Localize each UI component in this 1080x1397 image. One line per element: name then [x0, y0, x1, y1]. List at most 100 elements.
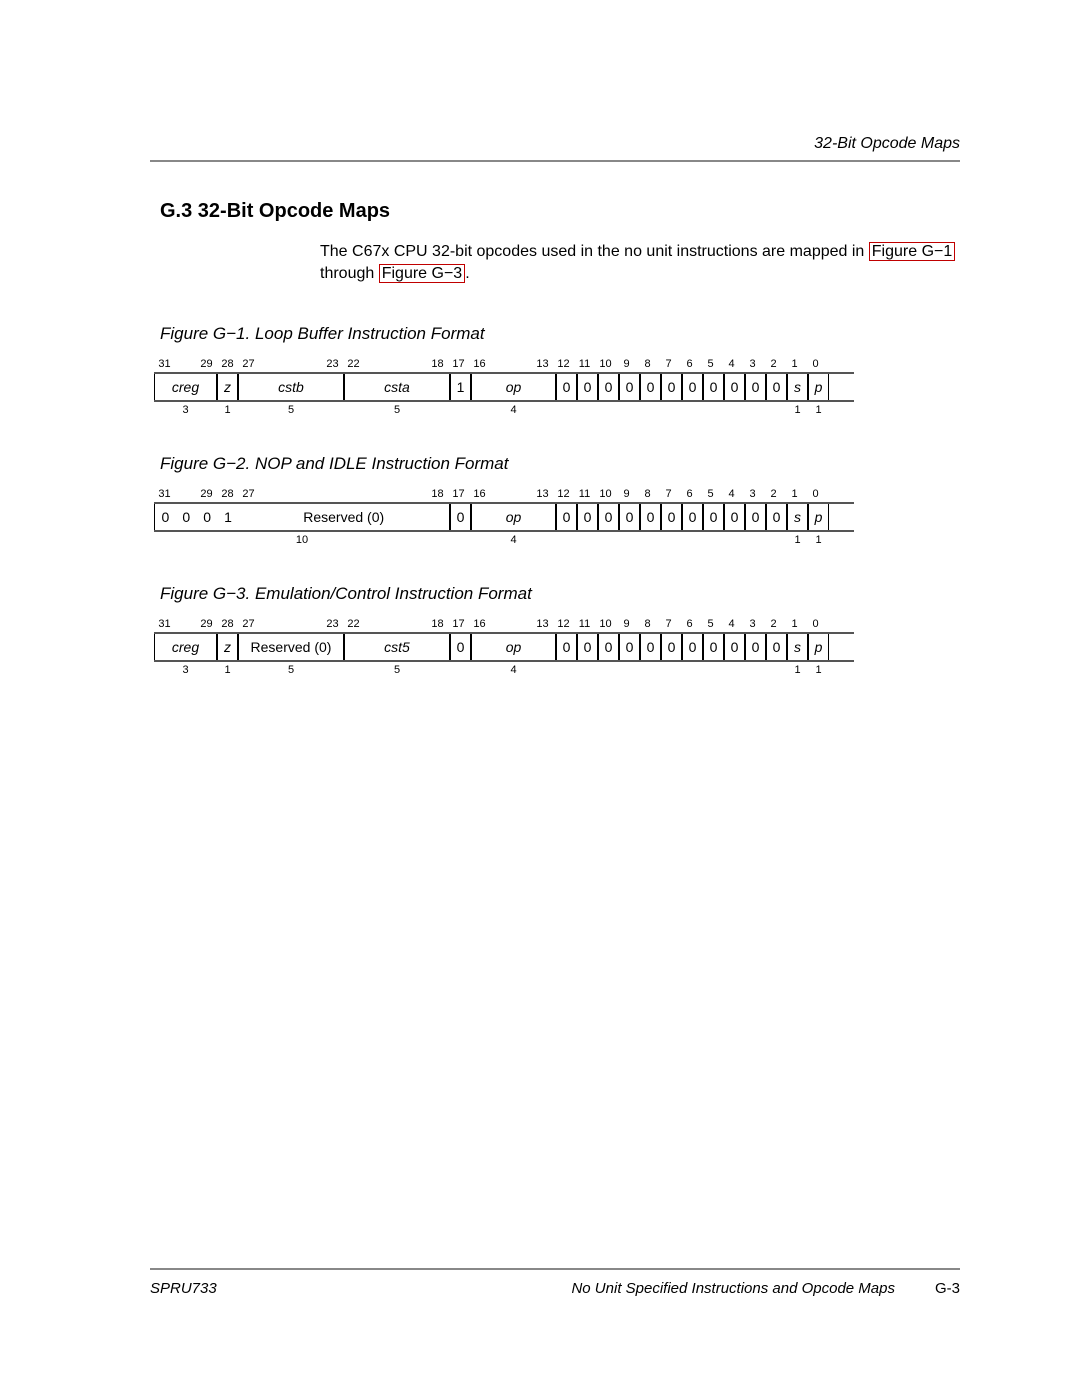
bit-field-row: cregzReserved (0)cst50op00000000000sp: [154, 632, 854, 662]
bit-index: 18: [427, 358, 448, 370]
bit-index: 1: [784, 488, 805, 500]
bit-width-label: [556, 404, 787, 416]
bit-index: [280, 618, 301, 630]
bit-index: [490, 358, 511, 370]
bit-field-cell: creg: [154, 374, 217, 400]
bit-index: [259, 358, 280, 370]
bit-field-cell: 0: [682, 504, 703, 530]
figure-link-2[interactable]: Figure G−3: [379, 264, 465, 283]
bit-index: [364, 488, 385, 500]
bit-index: 3: [742, 488, 763, 500]
intro-prefix: The C67x CPU 32-bit opcodes used in the …: [320, 243, 869, 260]
bit-index: 0: [805, 358, 826, 370]
bit-index: 6: [679, 358, 700, 370]
bit-index: 23: [322, 358, 343, 370]
bit-index: [490, 618, 511, 630]
bit-width-label: 1: [808, 534, 829, 546]
bit-field-cell: 0: [598, 374, 619, 400]
bit-index: 7: [658, 358, 679, 370]
bit-field-row: 0001Reserved (0)0op00000000000sp: [154, 502, 854, 532]
bit-index: 29: [196, 618, 217, 630]
bit-index-row: 312928272322181716131211109876543210: [154, 358, 854, 370]
bit-index: 16: [469, 618, 490, 630]
bit-field-cell: cst5: [344, 634, 450, 660]
bit-index: 17: [448, 488, 469, 500]
bit-index: [511, 618, 532, 630]
bit-index: 0: [805, 618, 826, 630]
bit-field-cell: 0: [703, 634, 724, 660]
bit-field-cell: 0: [724, 374, 745, 400]
bit-field-cell: 0: [577, 374, 598, 400]
bit-index: [364, 618, 385, 630]
bit-index: 8: [637, 618, 658, 630]
bit-index: [406, 358, 427, 370]
header-rule: [150, 160, 960, 162]
bit-index: [490, 488, 511, 500]
bit-index: 18: [427, 488, 448, 500]
bit-index: [175, 618, 196, 630]
bit-field-cell: 0: [556, 374, 577, 400]
bit-index: 7: [658, 488, 679, 500]
bit-index: 12: [553, 488, 574, 500]
bit-field-cell: s: [787, 504, 808, 530]
bit-field-cell: 0: [682, 374, 703, 400]
bit-index: 16: [469, 488, 490, 500]
bitmap-table: 312928272322181716131211109876543210creg…: [154, 618, 854, 676]
bit-index: [343, 488, 364, 500]
bit-index: 9: [616, 358, 637, 370]
bit-width-row: 3155411: [154, 664, 854, 676]
bit-index: 23: [322, 618, 343, 630]
bit-index: 2: [763, 358, 784, 370]
bit-width-label: 3: [154, 404, 217, 416]
bit-index: 11: [574, 618, 595, 630]
bit-index: [385, 358, 406, 370]
bit-width-label: 5: [344, 664, 450, 676]
bit-field-cell: op: [471, 634, 556, 660]
bit-field-subcell: Reserved (0): [238, 509, 449, 525]
bit-field-cell: cstb: [238, 374, 344, 400]
bit-width-label: [450, 404, 471, 416]
bit-field-cell: 0001Reserved (0): [154, 504, 450, 530]
figure-title: Figure G−3. Emulation/Control Instructio…: [160, 584, 960, 604]
bit-index: 29: [196, 488, 217, 500]
bit-width-label: [556, 534, 787, 546]
footer-page-number: G-3: [935, 1280, 960, 1297]
bit-width-label: 1: [808, 664, 829, 676]
bit-field-cell: 0: [745, 504, 766, 530]
figure-title: Figure G−1. Loop Buffer Instruction Form…: [160, 324, 960, 344]
bit-field-cell: 0: [640, 374, 661, 400]
bit-field-cell: 0: [640, 634, 661, 660]
bit-index: 16: [469, 358, 490, 370]
bit-index: 4: [721, 358, 742, 370]
bit-width-label: [450, 664, 471, 676]
bit-index: 4: [721, 488, 742, 500]
bit-index: 8: [637, 488, 658, 500]
bit-index: 3: [742, 358, 763, 370]
bit-width-label: 10: [154, 534, 450, 546]
bit-index: [511, 488, 532, 500]
bit-field-cell: 0: [619, 374, 640, 400]
bit-field-cell: 0: [724, 504, 745, 530]
bit-field-cell: 0: [724, 634, 745, 660]
bit-index: [511, 358, 532, 370]
bit-field-subcell: 0: [176, 509, 197, 525]
bit-index: 28: [217, 488, 238, 500]
figure-link-1[interactable]: Figure G−1: [869, 242, 955, 261]
bit-index: 27: [238, 618, 259, 630]
bit-index: 10: [595, 618, 616, 630]
bit-width-label: [450, 534, 471, 546]
footer: SPRU733 No Unit Specified Instructions a…: [150, 1268, 960, 1297]
header-right-text: 32-Bit Opcode Maps: [814, 135, 960, 153]
bit-width-row: 10411: [154, 534, 854, 546]
bit-field-cell: 0: [745, 634, 766, 660]
bit-field-cell: s: [787, 634, 808, 660]
bit-index: 4: [721, 618, 742, 630]
bit-field-subcell: 0: [197, 509, 218, 525]
bit-index: 5: [700, 488, 721, 500]
bit-index: 11: [574, 488, 595, 500]
bit-field-cell: 0: [661, 634, 682, 660]
bit-width-label: 5: [238, 404, 344, 416]
bit-width-label: 4: [471, 664, 556, 676]
bit-index: 27: [238, 358, 259, 370]
figure-block: Figure G−3. Emulation/Control Instructio…: [160, 584, 960, 676]
